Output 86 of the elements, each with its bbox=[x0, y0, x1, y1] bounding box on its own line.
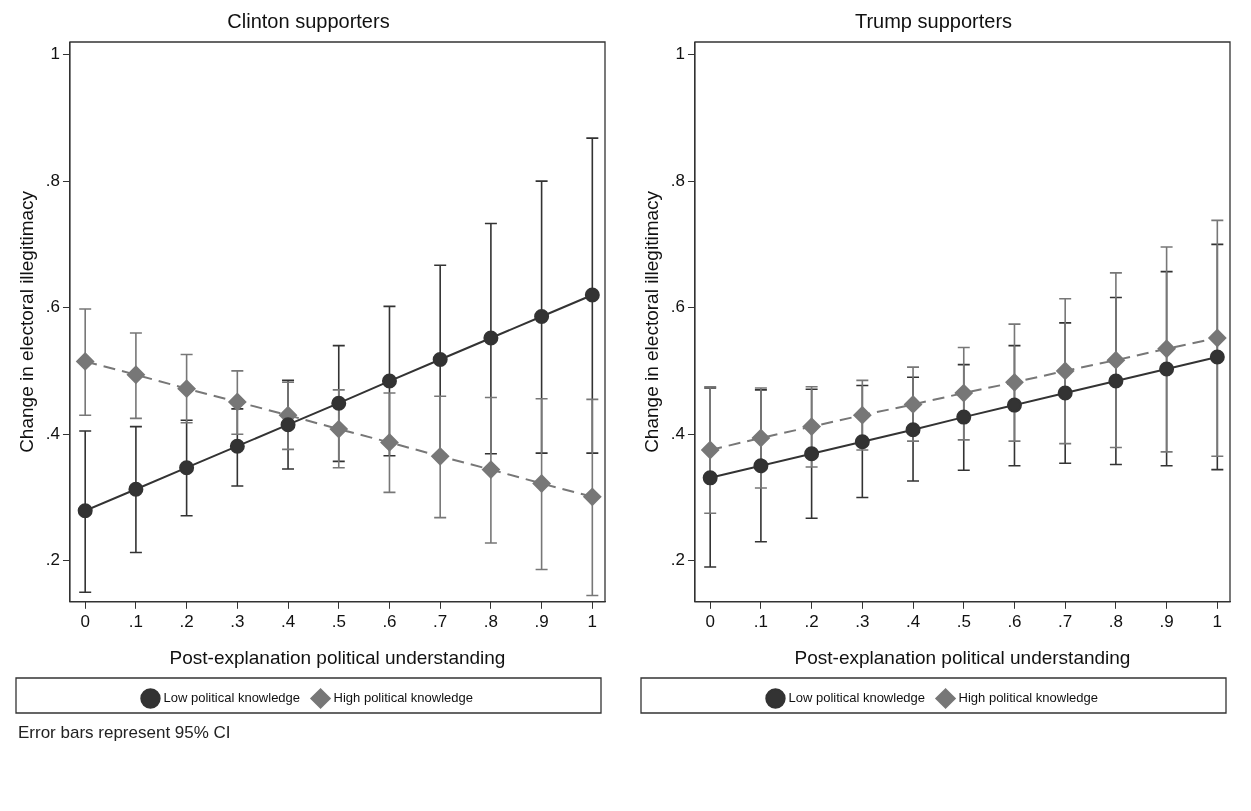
point bbox=[1108, 373, 1124, 389]
legend-label: High political knowledge bbox=[958, 690, 1099, 706]
point bbox=[802, 417, 821, 436]
y-tick-label: .6 bbox=[670, 297, 685, 317]
chart-title: Trump supporters bbox=[854, 9, 1013, 32]
text: Error bars represent 95% CI bbox=[18, 723, 232, 743]
point bbox=[956, 409, 972, 425]
x-tick-label: .6 bbox=[382, 611, 397, 631]
x-axis-title: Post-explanation political understanding bbox=[169, 646, 506, 668]
x-axis-title: Post-explanation political understanding bbox=[794, 646, 1131, 668]
point bbox=[229, 438, 245, 454]
point bbox=[431, 447, 450, 466]
point bbox=[483, 330, 499, 346]
point bbox=[854, 434, 870, 450]
x-tick-label: .8 bbox=[483, 611, 498, 631]
point bbox=[177, 379, 196, 398]
x-tick-label: .2 bbox=[179, 611, 194, 631]
point bbox=[583, 487, 602, 506]
x-tick-label: .1 bbox=[753, 611, 768, 631]
point bbox=[481, 460, 500, 479]
legend-label: High political knowledge bbox=[333, 690, 474, 706]
x-tick-label: .1 bbox=[128, 611, 143, 631]
x-tick-label: .3 bbox=[855, 611, 870, 631]
point bbox=[77, 503, 93, 519]
point bbox=[280, 417, 296, 433]
point bbox=[853, 406, 872, 425]
y-axis-title: Change in electoral illegitimacy bbox=[640, 190, 662, 453]
point bbox=[432, 352, 448, 368]
point bbox=[1209, 349, 1225, 365]
point bbox=[751, 428, 770, 447]
point bbox=[331, 395, 347, 411]
x-tick-label: 1 bbox=[1212, 611, 1223, 631]
point bbox=[1006, 397, 1022, 413]
point bbox=[904, 395, 923, 414]
point bbox=[329, 420, 348, 439]
point bbox=[1106, 351, 1125, 370]
x-tick-label: 0 bbox=[80, 611, 90, 631]
point bbox=[1056, 361, 1075, 380]
y-tick-label: .8 bbox=[45, 170, 60, 190]
x-tick-label: .4 bbox=[905, 611, 921, 631]
legend-label: Low political knowledge bbox=[788, 690, 926, 706]
y-axis-title: Change in electoral illegitimacy bbox=[15, 190, 37, 453]
point bbox=[701, 440, 720, 459]
y-tick-label: .2 bbox=[45, 550, 60, 570]
x-tick-label: .8 bbox=[1108, 611, 1123, 631]
x-tick-label: .7 bbox=[433, 611, 448, 631]
point bbox=[702, 470, 718, 486]
y-tick-label: 1 bbox=[675, 44, 685, 64]
legend-label: Low political knowledge bbox=[163, 690, 301, 706]
point bbox=[228, 392, 247, 411]
point bbox=[584, 287, 600, 303]
x-tick-label: .4 bbox=[280, 611, 296, 631]
y-tick-label: .6 bbox=[45, 297, 60, 317]
point bbox=[179, 460, 195, 476]
x-tick-label: .9 bbox=[1159, 611, 1174, 631]
chart-title: Clinton supporters bbox=[227, 9, 390, 32]
x-tick-label: .5 bbox=[331, 611, 346, 631]
x-tick-label: .7 bbox=[1058, 611, 1073, 631]
point bbox=[1005, 373, 1024, 392]
point bbox=[381, 373, 397, 389]
point bbox=[532, 474, 551, 493]
x-tick-label: .9 bbox=[534, 611, 549, 631]
x-tick-label: .3 bbox=[230, 611, 245, 631]
point bbox=[126, 365, 145, 384]
x-tick-label: 0 bbox=[705, 611, 715, 631]
point bbox=[1159, 361, 1175, 377]
point bbox=[753, 458, 769, 474]
y-tick-label: 1 bbox=[50, 44, 60, 64]
point bbox=[534, 309, 550, 325]
x-tick-label: .2 bbox=[804, 611, 819, 631]
y-tick-label: .2 bbox=[670, 550, 685, 570]
point bbox=[76, 352, 95, 371]
x-tick-label: 1 bbox=[587, 611, 598, 631]
y-tick-label: .4 bbox=[45, 423, 60, 443]
point bbox=[1157, 339, 1176, 358]
y-tick-label: .4 bbox=[670, 423, 685, 443]
point bbox=[905, 422, 921, 438]
x-tick-label: .5 bbox=[956, 611, 971, 631]
y-tick-label: .8 bbox=[670, 170, 685, 190]
point bbox=[804, 446, 820, 462]
point bbox=[954, 384, 973, 403]
point bbox=[1057, 385, 1073, 401]
point bbox=[1208, 329, 1227, 348]
point bbox=[128, 481, 144, 497]
point bbox=[380, 433, 399, 452]
x-tick-label: .6 bbox=[1007, 611, 1022, 631]
